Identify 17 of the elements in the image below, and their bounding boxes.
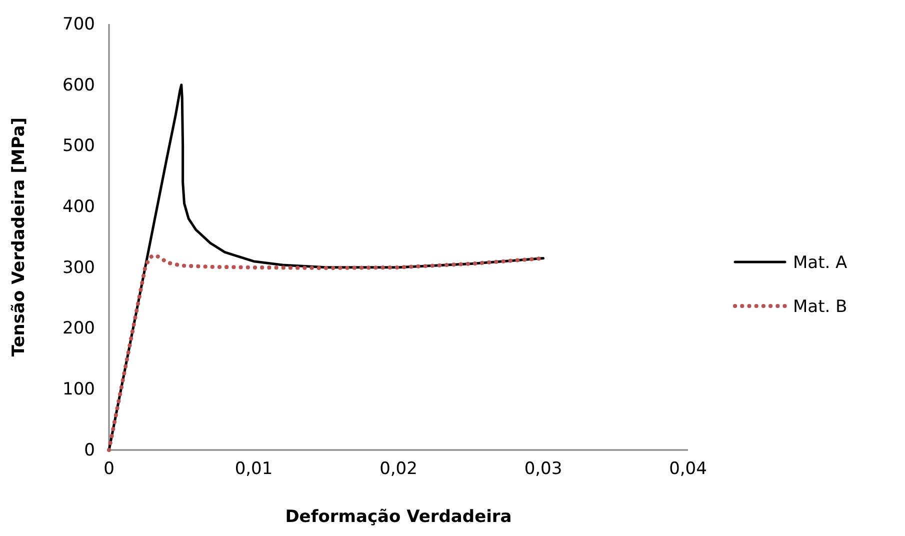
y-tick-label: 600 [62, 75, 95, 96]
x-tick-label: 0,01 [234, 459, 273, 480]
x-tick-label: 0,03 [524, 459, 562, 480]
x-axis-title: Deformação Verdadeira [285, 507, 512, 527]
y-tick-label: 400 [62, 197, 95, 218]
y-tick-label: 500 [62, 136, 95, 156]
y-tick-label: 100 [62, 380, 95, 400]
y-tick-label: 0 [84, 440, 95, 460]
legend-label: Mat. A [793, 253, 848, 273]
legend-label: Mat. B [793, 297, 848, 317]
y-axis-title: Tensão Verdadeira [MPa] [9, 117, 29, 357]
y-tick-label: 200 [62, 318, 95, 339]
x-tick-label: 0,02 [380, 459, 418, 480]
x-tick-label: 0,04 [669, 459, 707, 480]
y-tick-label: 700 [62, 14, 95, 34]
x-tick-label: 0 [104, 459, 114, 480]
y-tick-label: 300 [62, 258, 95, 278]
